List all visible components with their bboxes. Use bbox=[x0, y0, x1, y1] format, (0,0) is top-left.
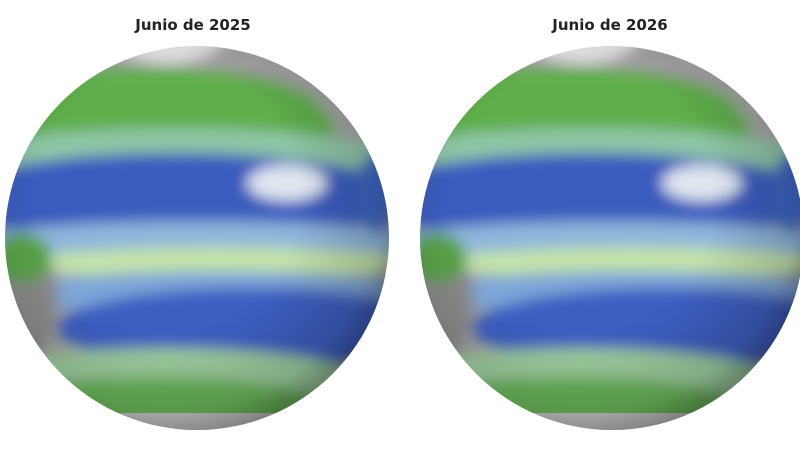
globe-2026 bbox=[362, 3, 800, 443]
panel-title: Junio de 2025 bbox=[134, 16, 251, 34]
globe-2025 bbox=[0, 3, 437, 443]
panel-title: Junio de 2026 bbox=[551, 16, 668, 34]
